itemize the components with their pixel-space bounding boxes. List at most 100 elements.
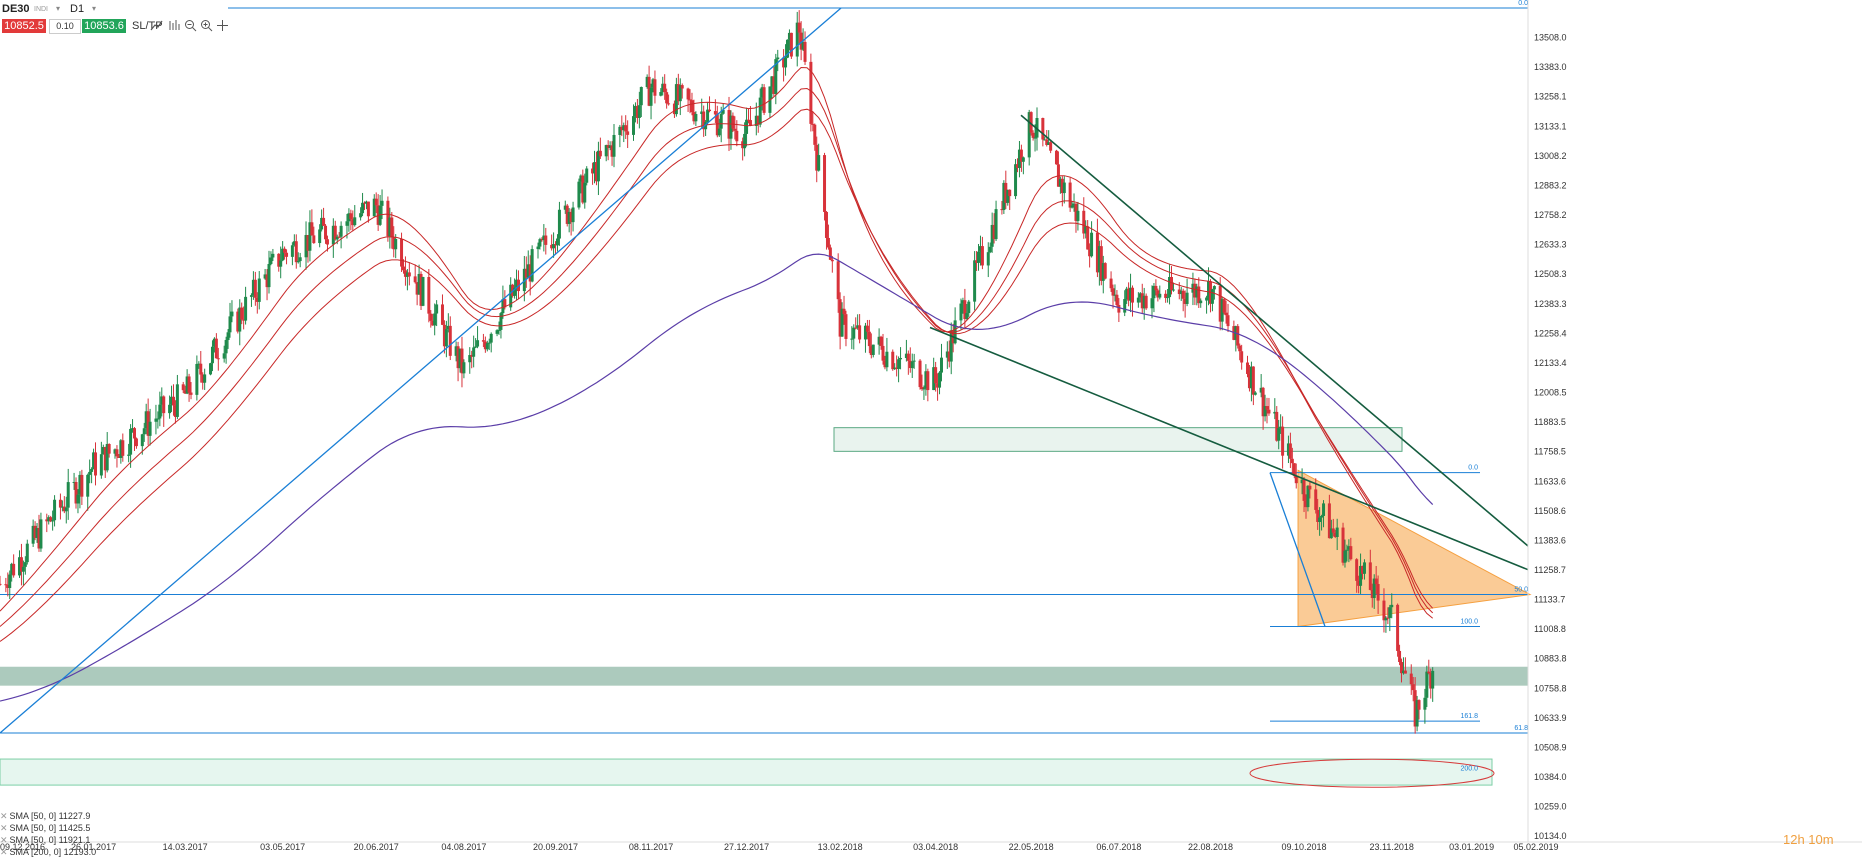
candle-body xyxy=(37,528,41,549)
candle-body xyxy=(756,115,760,125)
candle-body xyxy=(610,145,614,157)
sltp-button[interactable]: SL/TP xyxy=(132,20,163,32)
candle-body xyxy=(885,351,889,368)
candle-body xyxy=(626,131,630,135)
candle-body xyxy=(867,331,871,347)
candle-body xyxy=(1006,189,1010,203)
candle-body xyxy=(347,213,351,222)
candle-body xyxy=(936,383,940,388)
candle-body xyxy=(283,248,287,253)
candle-body xyxy=(228,316,232,333)
candle-body xyxy=(146,411,150,436)
indicators-icon[interactable] xyxy=(168,19,181,32)
candle-body xyxy=(62,506,66,512)
remove-indicator-icon[interactable]: ✕ xyxy=(0,835,8,845)
candle-body xyxy=(620,126,624,131)
legend-item[interactable]: ✕ SMA [50, 0] 11425.5 xyxy=(0,823,91,833)
candle-body xyxy=(134,438,138,447)
remove-indicator-icon[interactable]: ✕ xyxy=(0,811,8,821)
candle-body xyxy=(1021,157,1025,162)
candle-body xyxy=(94,452,98,476)
candle-body xyxy=(591,168,595,174)
candle-body xyxy=(1226,315,1230,327)
line-tool-icon[interactable] xyxy=(150,19,163,32)
candle-body xyxy=(127,454,131,456)
candle-body xyxy=(1193,283,1197,298)
remove-indicator-icon[interactable]: ✕ xyxy=(0,847,8,857)
candle-body xyxy=(758,97,762,125)
candle-body xyxy=(618,126,622,135)
candle-body xyxy=(1068,182,1072,208)
legend-item[interactable]: ✕ SMA [50, 0] 11227.9 xyxy=(0,811,91,821)
y-tick-label: 12883.2 xyxy=(1534,180,1567,190)
y-tick-label: 12008.5 xyxy=(1534,388,1567,398)
candle-body xyxy=(1045,139,1049,145)
candle-body xyxy=(992,224,996,240)
candle-body xyxy=(1431,670,1435,689)
candle-body xyxy=(1017,149,1021,168)
candle-body xyxy=(581,175,585,203)
candle-body xyxy=(201,374,205,383)
candle-body xyxy=(509,284,513,308)
candle-body xyxy=(852,327,856,339)
candle-body xyxy=(585,168,589,183)
candle-body xyxy=(1131,287,1135,303)
candle-body xyxy=(555,238,559,246)
candle-body xyxy=(1205,297,1209,301)
candle-body xyxy=(653,79,657,96)
buy-button[interactable]: 10853.6 xyxy=(82,19,126,33)
timeframe-label[interactable]: D1 xyxy=(70,3,85,15)
candle-body xyxy=(1370,589,1374,599)
sell-button[interactable]: 10852.5 xyxy=(2,19,46,33)
quantity-input[interactable]: 0.10 xyxy=(49,19,81,34)
candle-body xyxy=(938,372,942,388)
candle-body xyxy=(105,444,109,471)
uptrend-line xyxy=(0,7,842,734)
zoom-out-icon[interactable] xyxy=(184,19,197,32)
candle-body xyxy=(975,260,979,263)
downtrend-line-lower xyxy=(929,326,1529,571)
candle-body xyxy=(103,447,107,471)
candle-body xyxy=(1058,178,1062,187)
candle-body xyxy=(1423,697,1427,710)
candle-body xyxy=(717,128,721,136)
candle-body xyxy=(513,287,517,296)
candle-body xyxy=(789,32,793,57)
candle-body xyxy=(269,257,273,264)
candle-body xyxy=(33,525,37,538)
candle-body xyxy=(335,236,339,240)
candle-body xyxy=(454,346,458,356)
legend-item[interactable]: ✕ SMA [200, 0] 12193.0 xyxy=(0,847,97,857)
crosshair-icon[interactable] xyxy=(216,19,229,32)
y-tick-label: 10259.0 xyxy=(1534,802,1567,812)
symbol-label[interactable]: DE30 xyxy=(2,3,30,15)
candle-body xyxy=(497,329,501,331)
candle-body xyxy=(801,41,805,50)
candle-body xyxy=(1240,351,1244,363)
candle-body xyxy=(540,239,544,241)
symbol-dropdown-icon[interactable]: ▾ xyxy=(56,4,61,13)
candle-body xyxy=(1008,189,1012,197)
candle-body xyxy=(86,474,90,497)
legend-item[interactable]: ✕ SMA [50, 0] 11921.1 xyxy=(0,835,91,845)
target-ellipse xyxy=(1249,758,1495,788)
remove-indicator-icon[interactable]: ✕ xyxy=(0,823,8,833)
candle-body xyxy=(838,299,842,337)
fib-level-label: 100.0 xyxy=(1460,618,1478,625)
candle-body xyxy=(60,506,64,508)
timeframe-dropdown-icon[interactable]: ▾ xyxy=(92,4,97,13)
candle-body xyxy=(1306,485,1310,508)
zoom-in-icon[interactable] xyxy=(200,19,213,32)
candle-body xyxy=(99,454,103,476)
candle-body xyxy=(242,319,246,321)
candle-body xyxy=(608,145,612,148)
candle-body xyxy=(688,99,692,101)
candle-body xyxy=(132,428,136,439)
x-tick-label: 26.01.2017 xyxy=(71,842,116,852)
candle-body xyxy=(49,517,53,522)
candle-body xyxy=(1300,479,1304,484)
y-tick-label: 10633.9 xyxy=(1534,713,1567,723)
candle-body xyxy=(1111,288,1115,296)
candle-body xyxy=(1207,281,1211,298)
